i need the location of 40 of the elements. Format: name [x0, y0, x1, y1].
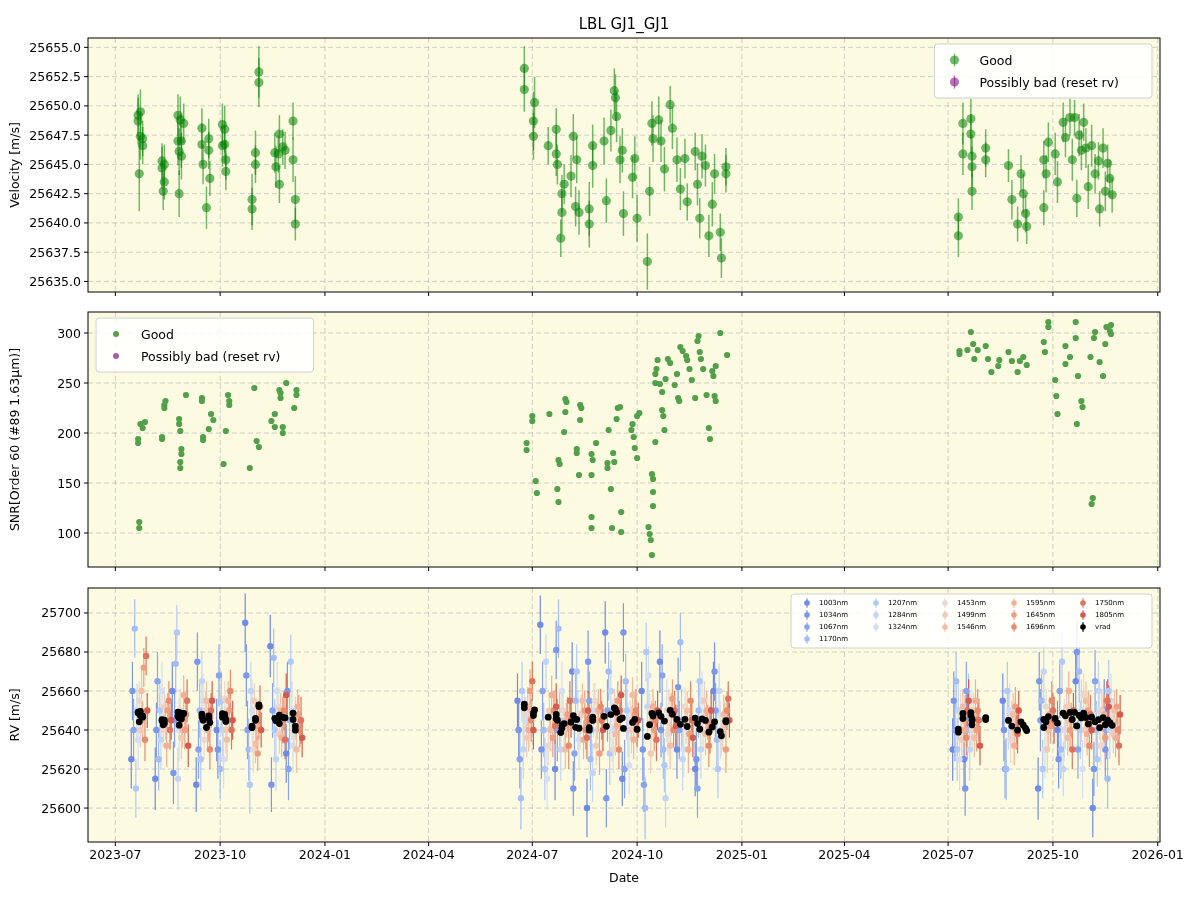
y-tick-label: 25635.0: [29, 273, 82, 289]
y-tick-label: 25660: [41, 683, 82, 699]
x-tick-label: 2025-07: [921, 847, 975, 862]
y-tick-label: 25645.0: [29, 156, 82, 172]
y-tick-label: 25650.0: [29, 98, 82, 114]
x-tick-label: 2024-10: [610, 847, 664, 862]
y-tick-label: 25700: [41, 605, 82, 621]
chart-title: LBL GJ1_GJ1: [578, 15, 670, 34]
y-tick-label: 25640: [41, 722, 82, 738]
x-tick-label: 2023-10: [194, 847, 247, 862]
x-tick-label: 2023-07: [89, 847, 142, 862]
y-tick-label: 25652.5: [29, 69, 81, 85]
y-tick-label: 100: [57, 525, 82, 541]
x-tick-label: 2025-04: [818, 847, 871, 862]
x-tick-label: 2024-07: [506, 847, 559, 862]
y-tick-label: 25680: [41, 644, 82, 660]
y-tick-label: 25637.5: [29, 244, 81, 260]
y-tick-label: 25642.5: [29, 186, 81, 202]
x-tick-label: 2025-10: [1026, 847, 1080, 862]
legend-label: Possibly bad (reset rv): [141, 348, 281, 364]
x-tick-label: 2024-01: [298, 847, 352, 862]
y-tick-label: 300: [57, 325, 82, 341]
x-tick-label: 2026-01: [1131, 847, 1184, 862]
y-tick-label: 150: [57, 475, 82, 491]
legend-label: Good: [141, 326, 174, 342]
y-tick-label: 25655.0: [29, 39, 82, 55]
x-tick-label: 2025-01: [715, 847, 769, 862]
y-tick-label: 25600: [41, 800, 82, 816]
legend-label: Possibly bad (reset rv): [979, 74, 1119, 90]
x-tick-label: 2024-04: [402, 847, 455, 862]
x-axis-title: Date: [609, 870, 640, 885]
y-tick-label: 25620: [41, 761, 82, 777]
y-axis-title: Velocity [m/s]: [6, 122, 22, 208]
legend-label: Good: [979, 52, 1013, 68]
y-axis-title: RV [m/s]: [6, 688, 22, 742]
y-tick-label: 25640.0: [29, 215, 82, 231]
y-tick-label: 25647.5: [29, 127, 81, 143]
y-axis-title: SNR[Order 60 (#89 1.63μm)]: [6, 347, 22, 532]
y-tick-label: 250: [57, 375, 82, 391]
y-tick-label: 200: [57, 425, 82, 441]
